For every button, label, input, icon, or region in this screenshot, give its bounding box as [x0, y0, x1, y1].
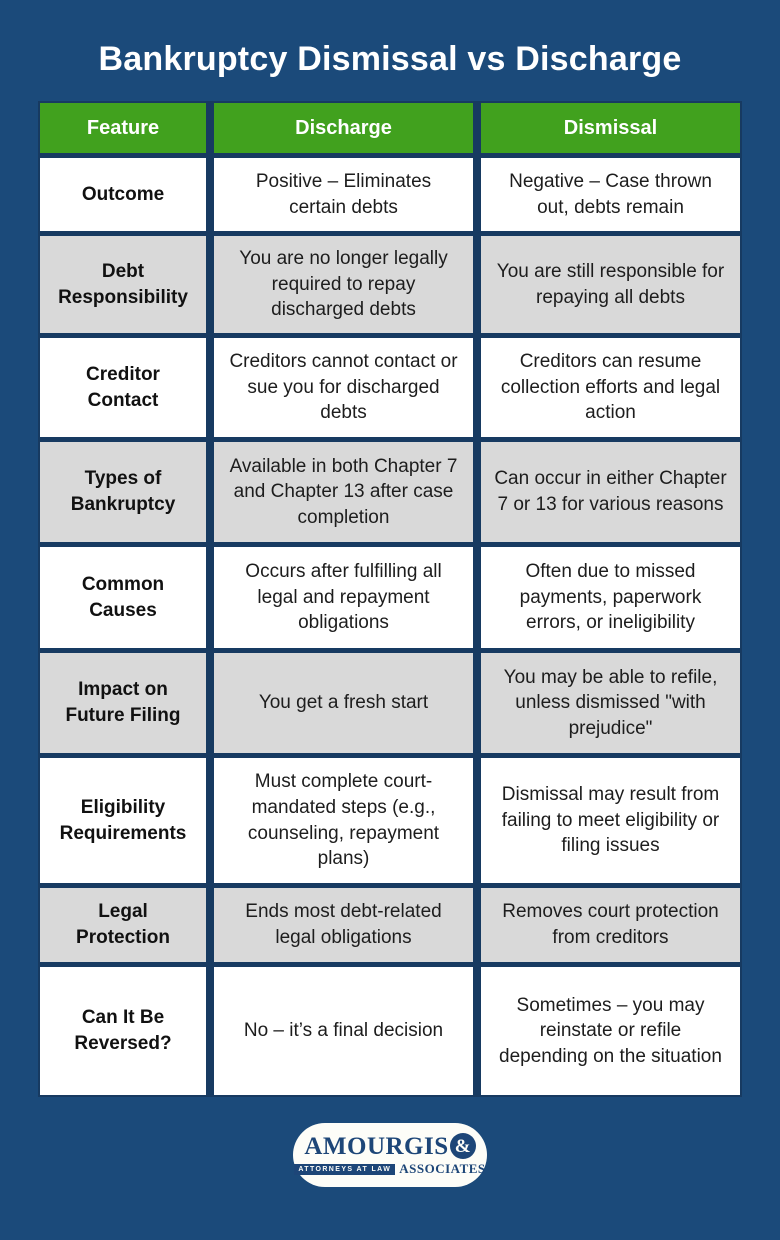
- dismissal-cell: You are still responsible for repaying a…: [481, 236, 740, 333]
- footer: AMOURGIS & ATTORNEYS AT LAW ASSOCIATES: [0, 1123, 780, 1187]
- table-row: Impact on Future Filing You get a fresh s…: [40, 653, 740, 753]
- dismissal-cell: Can occur in either Chapter 7 or 13 for …: [481, 442, 740, 542]
- feature-cell: Types of Bankruptcy: [40, 442, 206, 542]
- dismissal-cell: Often due to missed payments, paperwork …: [481, 547, 740, 648]
- table-row: Eligibility Requirements Must complete co…: [40, 758, 740, 883]
- dismissal-cell: You may be able to refile, unless dismis…: [481, 653, 740, 753]
- table-header-row: Feature Discharge Dismissal: [40, 103, 740, 153]
- table-row: Debt Responsibility You are no longer leg…: [40, 236, 740, 333]
- dismissal-cell: Negative – Case thrown out, debts remain: [481, 158, 740, 231]
- dismissal-cell: Creditors can resume collection efforts …: [481, 338, 740, 437]
- dismissal-cell: Sometimes – you may reinstate or refile …: [481, 967, 740, 1095]
- logo-bottom-line: ATTORNEYS AT LAW ASSOCIATES: [294, 1161, 485, 1177]
- table-row: Outcome Positive – Eliminates certain deb…: [40, 158, 740, 231]
- discharge-cell: Positive – Eliminates certain debts: [214, 158, 473, 231]
- logo-firm-name: AMOURGIS: [304, 1132, 449, 1160]
- feature-cell: Debt Responsibility: [40, 236, 206, 333]
- feature-cell: Can It Be Reversed?: [40, 967, 206, 1095]
- discharge-cell: No – it’s a final decision: [214, 967, 473, 1095]
- header-cell-feature: Feature: [40, 103, 206, 153]
- discharge-cell: You are no longer legally required to re…: [214, 236, 473, 333]
- logo-tagline: ATTORNEYS AT LAW: [294, 1163, 396, 1175]
- header-cell-dismissal: Dismissal: [481, 103, 740, 153]
- comparison-table: Feature Discharge Dismissal Outcome Posit…: [38, 101, 742, 1097]
- dismissal-cell: Removes court protection from creditors: [481, 888, 740, 962]
- table-row: Can It Be Reversed? No – it’s a final dec…: [40, 967, 740, 1095]
- table-row: Legal Protection Ends most debt-related l…: [40, 888, 740, 962]
- table-row: Common Causes Occurs after fulfilling all…: [40, 547, 740, 648]
- table-row: Types of Bankruptcy Available in both Cha…: [40, 442, 740, 542]
- feature-cell: Outcome: [40, 158, 206, 231]
- feature-cell: Common Causes: [40, 547, 206, 648]
- feature-cell: Legal Protection: [40, 888, 206, 962]
- header-cell-discharge: Discharge: [214, 103, 473, 153]
- discharge-cell: Occurs after fulfilling all legal and re…: [214, 547, 473, 648]
- feature-cell: Creditor Contact: [40, 338, 206, 437]
- dismissal-cell: Dismissal may result from failing to mee…: [481, 758, 740, 883]
- logo-top-line: AMOURGIS &: [304, 1132, 476, 1160]
- discharge-cell: Available in both Chapter 7 and Chapter …: [214, 442, 473, 542]
- page-title: Bankruptcy Dismissal vs Discharge: [98, 40, 682, 78]
- ampersand-icon: &: [449, 1133, 476, 1159]
- discharge-cell: Must complete court-mandated steps (e.g.…: [214, 758, 473, 883]
- discharge-cell: Creditors cannot contact or sue you for …: [214, 338, 473, 437]
- feature-cell: Impact on Future Filing: [40, 653, 206, 753]
- discharge-cell: You get a fresh start: [214, 653, 473, 753]
- amourgis-logo: AMOURGIS & ATTORNEYS AT LAW ASSOCIATES: [293, 1123, 487, 1187]
- discharge-cell: Ends most debt-related legal obligations: [214, 888, 473, 962]
- feature-cell: Eligibility Requirements: [40, 758, 206, 883]
- logo-associates: ASSOCIATES: [399, 1161, 486, 1176]
- table-row: Creditor Contact Creditors cannot contact…: [40, 338, 740, 437]
